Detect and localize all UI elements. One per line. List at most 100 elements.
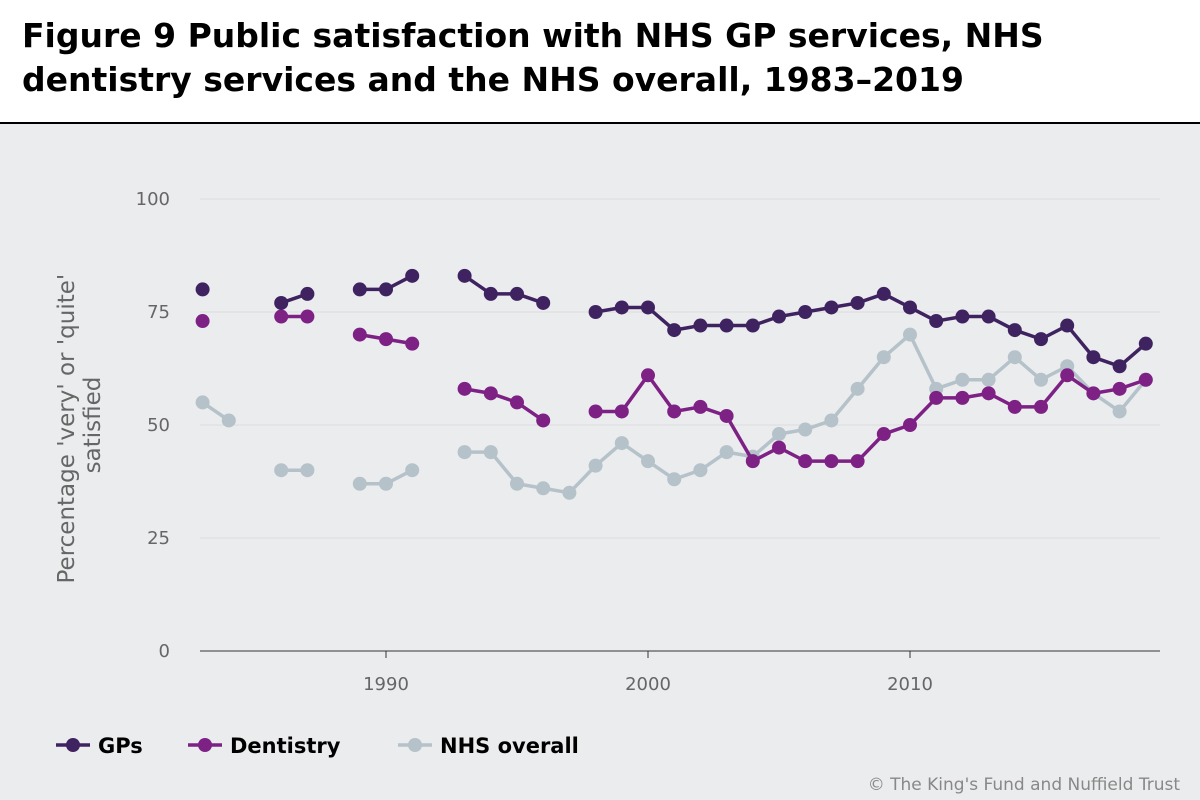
data-point[interactable] xyxy=(457,381,472,396)
data-point[interactable] xyxy=(981,386,996,401)
data-point[interactable] xyxy=(719,445,734,460)
data-point[interactable] xyxy=(510,395,524,410)
data-point[interactable] xyxy=(903,418,917,432)
data-point[interactable] xyxy=(929,390,944,405)
data-point[interactable] xyxy=(876,427,891,442)
data-point[interactable] xyxy=(693,463,708,478)
data-point[interactable] xyxy=(641,300,655,315)
data-point[interactable] xyxy=(1034,332,1048,347)
legend-item[interactable]: GPs xyxy=(56,734,143,758)
data-point[interactable] xyxy=(850,381,865,396)
data-point[interactable] xyxy=(352,282,367,297)
data-point[interactable] xyxy=(798,422,813,437)
data-point[interactable] xyxy=(536,481,551,496)
data-point[interactable] xyxy=(1034,372,1048,387)
data-point[interactable] xyxy=(772,427,786,442)
data-point[interactable] xyxy=(588,305,603,319)
data-point[interactable] xyxy=(824,454,839,469)
data-point[interactable] xyxy=(745,454,760,469)
data-point[interactable] xyxy=(614,436,629,451)
data-point[interactable] xyxy=(824,413,839,428)
data-point[interactable] xyxy=(1060,318,1075,333)
data-point[interactable] xyxy=(850,454,865,469)
data-point[interactable] xyxy=(667,323,682,338)
data-point[interactable] xyxy=(1034,399,1048,414)
data-point[interactable] xyxy=(903,327,917,342)
data-point[interactable] xyxy=(955,309,970,324)
figure-title: Figure 9 Public satisfaction with NHS GP… xyxy=(22,16,1044,99)
data-point[interactable] xyxy=(824,300,839,315)
data-point[interactable] xyxy=(850,295,865,310)
data-point[interactable] xyxy=(483,445,498,460)
data-point[interactable] xyxy=(483,386,498,401)
data-point[interactable] xyxy=(195,282,210,297)
legend-item[interactable]: NHS overall xyxy=(398,734,579,758)
data-point[interactable] xyxy=(352,327,367,342)
data-point[interactable] xyxy=(510,286,524,301)
data-point[interactable] xyxy=(745,318,760,333)
data-point[interactable] xyxy=(981,372,996,387)
data-point[interactable] xyxy=(274,463,289,478)
data-point[interactable] xyxy=(274,309,289,324)
data-point[interactable] xyxy=(614,300,629,315)
data-point[interactable] xyxy=(955,372,970,387)
data-point[interactable] xyxy=(510,476,524,491)
data-point[interactable] xyxy=(798,305,813,319)
data-point[interactable] xyxy=(405,336,420,351)
data-point[interactable] xyxy=(641,454,655,469)
data-point[interactable] xyxy=(798,454,813,469)
data-point[interactable] xyxy=(1007,350,1022,365)
data-point[interactable] xyxy=(876,350,891,365)
series-line xyxy=(464,331,1148,495)
legend-item[interactable]: Dentistry xyxy=(188,734,341,758)
data-point[interactable] xyxy=(405,463,420,478)
data-point[interactable] xyxy=(352,476,367,491)
data-point[interactable] xyxy=(1138,336,1153,351)
data-point[interactable] xyxy=(379,476,393,491)
data-point[interactable] xyxy=(693,399,708,414)
data-point[interactable] xyxy=(221,413,236,428)
data-point[interactable] xyxy=(1086,350,1101,365)
data-point[interactable] xyxy=(1086,386,1101,401)
data-point[interactable] xyxy=(588,404,603,419)
data-point[interactable] xyxy=(772,309,786,324)
data-point[interactable] xyxy=(1007,399,1022,414)
data-point[interactable] xyxy=(588,458,603,473)
data-point[interactable] xyxy=(641,368,655,383)
data-point[interactable] xyxy=(772,440,786,455)
data-point[interactable] xyxy=(536,413,551,428)
data-point[interactable] xyxy=(667,404,682,419)
data-point[interactable] xyxy=(981,309,996,324)
data-point[interactable] xyxy=(719,318,734,333)
data-point[interactable] xyxy=(300,309,315,324)
data-point[interactable] xyxy=(1138,372,1153,387)
legend-label: NHS overall xyxy=(440,734,579,758)
data-point[interactable] xyxy=(1112,404,1127,419)
data-point[interactable] xyxy=(614,404,629,419)
data-point[interactable] xyxy=(457,268,472,283)
data-point[interactable] xyxy=(379,282,393,297)
data-point[interactable] xyxy=(300,286,315,301)
data-point[interactable] xyxy=(274,295,289,310)
data-point[interactable] xyxy=(536,295,551,310)
data-point[interactable] xyxy=(667,472,682,487)
data-point[interactable] xyxy=(300,463,315,478)
data-point[interactable] xyxy=(955,390,970,405)
data-point[interactable] xyxy=(903,300,917,315)
data-point[interactable] xyxy=(1060,368,1075,383)
data-point[interactable] xyxy=(195,314,210,329)
data-point[interactable] xyxy=(693,318,708,333)
data-point[interactable] xyxy=(929,314,944,329)
data-point[interactable] xyxy=(562,485,577,500)
data-point[interactable] xyxy=(1112,359,1127,374)
data-point[interactable] xyxy=(457,445,472,460)
data-point[interactable] xyxy=(719,408,734,423)
data-point[interactable] xyxy=(379,332,393,347)
data-point[interactable] xyxy=(483,286,498,301)
title-divider xyxy=(0,122,1200,124)
data-point[interactable] xyxy=(1007,323,1022,338)
data-point[interactable] xyxy=(1112,381,1127,396)
data-point[interactable] xyxy=(405,268,420,283)
data-point[interactable] xyxy=(195,395,210,410)
data-point[interactable] xyxy=(876,286,891,301)
